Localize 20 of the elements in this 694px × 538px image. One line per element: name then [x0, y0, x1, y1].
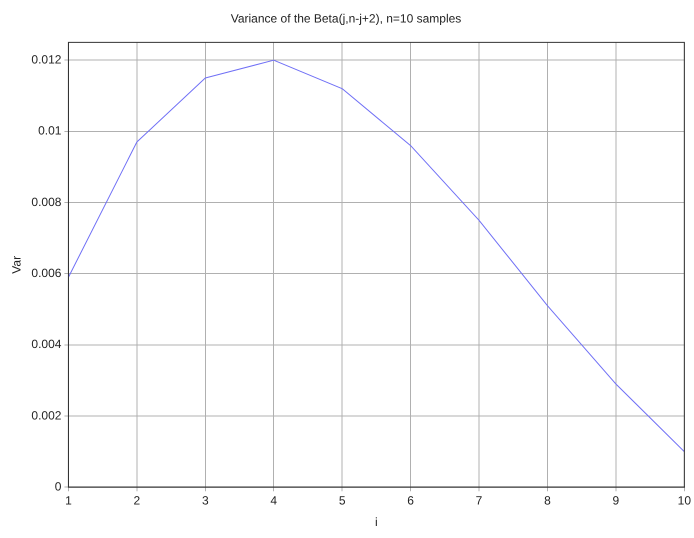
x-tick-label: 1	[65, 494, 72, 508]
y-tick-label: 0.008	[31, 194, 62, 209]
x-tick-label: 6	[407, 494, 414, 508]
x-tick-label: 3	[202, 494, 209, 508]
x-tick-label: 9	[612, 494, 620, 508]
y-tick-label: 0.012	[31, 52, 62, 67]
x-tick-label: 2	[134, 494, 141, 508]
y-tick-label: 0.004	[31, 337, 62, 352]
x-tick-label: 7	[476, 494, 483, 508]
x-tick-label: 10	[678, 494, 692, 508]
y-tick-label: 0	[54, 480, 62, 494]
y-tick-label: 0.01	[38, 124, 62, 138]
y-tick-label: 0.002	[31, 408, 62, 422]
x-tick-label: 5	[338, 494, 346, 508]
y-tick-label: 0.006	[31, 266, 62, 280]
x-axis-title: i	[375, 515, 378, 530]
x-tick-label: 4	[270, 494, 278, 508]
x-tick-label: 8	[544, 494, 552, 508]
y-axis-title: Var	[10, 256, 24, 274]
chart-title: Variance of the Beta(j,n-j+2), n=10 samples	[230, 12, 462, 26]
